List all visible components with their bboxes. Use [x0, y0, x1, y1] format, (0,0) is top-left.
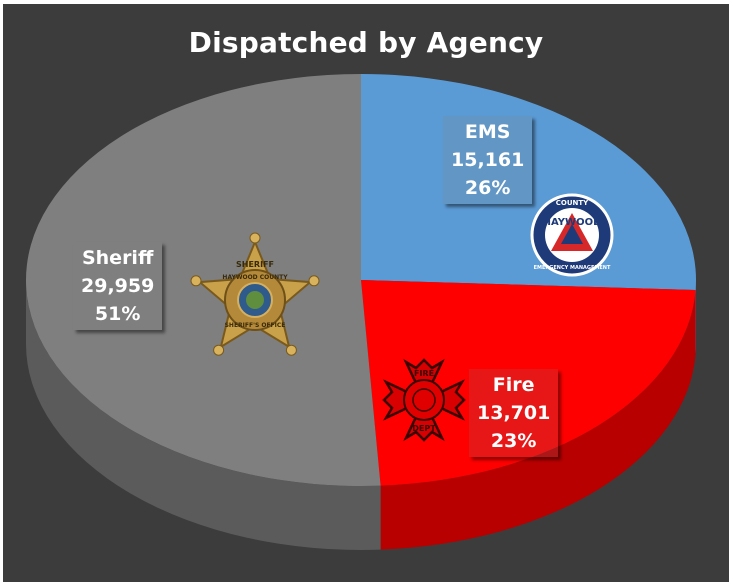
svg-text:EMERGENCY MANAGEMENT: EMERGENCY MANAGEMENT — [534, 265, 611, 271]
star-tip-ball — [190, 275, 202, 287]
star-tip-ball — [308, 275, 320, 287]
svg-text:FIRE: FIRE — [414, 369, 434, 378]
chart-title: Dispatched by Agency — [188, 26, 544, 59]
data-label-ems-percent: 26% — [464, 177, 511, 199]
star-tip-ball — [249, 232, 261, 244]
svg-text:COUNTY: COUNTY — [556, 199, 589, 207]
svg-text:DEPT: DEPT — [412, 424, 436, 433]
data-label-fire-value: 13,701 — [477, 402, 551, 424]
data-label-ems: EMS 15,161 26% — [443, 116, 533, 204]
data-label-fire-category: Fire — [492, 374, 535, 396]
data-label-ems-value: 15,161 — [451, 149, 525, 171]
sheriff-badge-icon: SHERIFF HAYWOOD COUNTY SHERIFF'S OFFICE — [190, 232, 320, 356]
pie-wall-sheriff — [26, 280, 381, 550]
star-tip-ball — [285, 344, 297, 356]
chart-background: Dispatched by Agency SHERIFF HAYWOOD COU… — [3, 4, 729, 582]
pie-slice-fire — [361, 280, 696, 486]
pie-slices — [26, 74, 696, 486]
data-label-sheriff-value: 29,959 — [81, 275, 155, 297]
data-label-fire-percent: 23% — [490, 430, 537, 452]
pie-slice-sheriff — [26, 74, 381, 486]
data-label-sheriff: Sheriff 29,959 51% — [73, 242, 163, 330]
svg-text:SHERIFF: SHERIFF — [236, 260, 274, 269]
svg-text:SHERIFF'S OFFICE: SHERIFF'S OFFICE — [225, 322, 286, 329]
svg-text:HAYWOOD: HAYWOOD — [543, 217, 602, 228]
pie-depth — [26, 280, 696, 550]
star-tip-ball — [213, 344, 225, 356]
data-label-sheriff-category: Sheriff — [81, 247, 154, 269]
ems-seal-icon: COUNTY HAYWOOD EMERGENCY MANAGEMENT — [530, 193, 614, 277]
data-label-sheriff-percent: 51% — [94, 303, 141, 325]
svg-text:HAYWOOD COUNTY: HAYWOOD COUNTY — [222, 274, 288, 281]
pie-chart: SHERIFF HAYWOOD COUNTY SHERIFF'S OFFICE … — [26, 74, 696, 550]
data-label-ems-category: EMS — [464, 121, 511, 143]
data-label-fire: Fire 13,701 23% — [469, 369, 559, 457]
pie-wall-fire — [380, 290, 696, 550]
fire-cross-icon: FIRE DEPT — [382, 358, 466, 442]
